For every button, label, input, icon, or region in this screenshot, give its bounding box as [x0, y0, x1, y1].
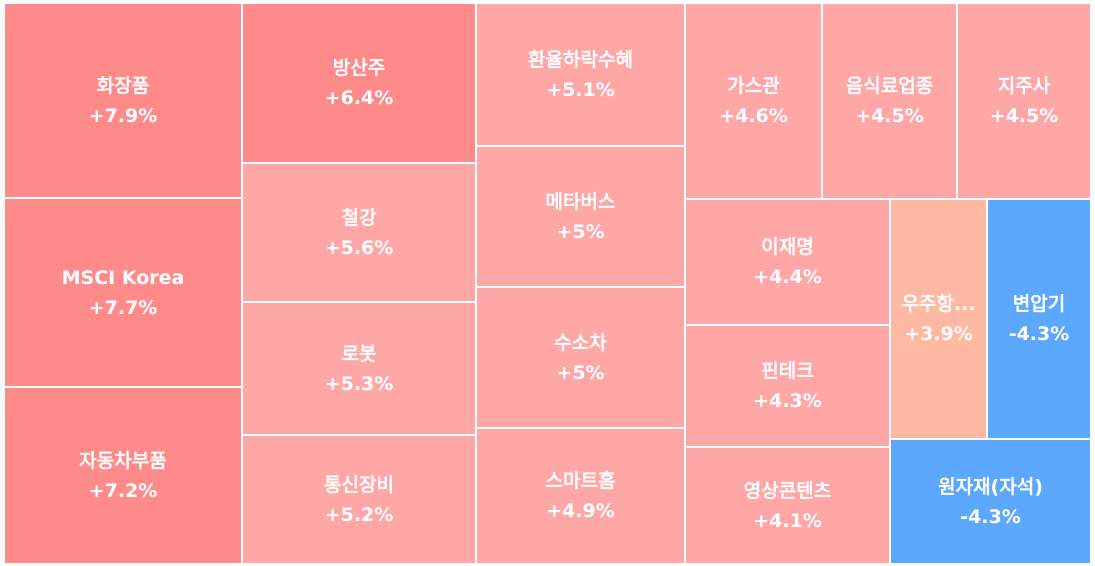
tile-label: 화장품 — [96, 74, 150, 97]
tile-label: 통신장비 — [324, 473, 394, 496]
treemap-tile[interactable]: 이재명 +4.4% — [685, 199, 890, 325]
tile-label: 수소차 — [554, 331, 607, 354]
treemap-tile[interactable]: 지주사 +4.5% — [957, 3, 1091, 199]
tile-value: +5% — [556, 361, 605, 384]
tile-value: +4.1% — [753, 509, 822, 532]
tile-label: 철강 — [341, 206, 377, 229]
treemap-tile[interactable]: 메타버스 +5% — [476, 146, 685, 287]
tile-label: 자동차부품 — [79, 449, 167, 472]
tile-value: +4.4% — [753, 266, 822, 288]
tile-value: +4.5% — [989, 105, 1059, 127]
tile-label: 가스관 — [727, 75, 780, 97]
treemap-tile[interactable]: 철강 +5.6% — [242, 163, 476, 302]
tile-label: 환율하락수혜 — [528, 48, 633, 71]
tile-value: +3.9% — [904, 323, 973, 345]
tile-label: 음식료업종 — [845, 75, 934, 97]
tile-label: 우주항... — [901, 293, 976, 315]
tile-value: +4.6% — [719, 105, 788, 127]
tile-label: 메타버스 — [545, 190, 616, 213]
tile-value: +4.3% — [753, 390, 822, 412]
treemap-tile[interactable]: 핀테크 +4.3% — [685, 325, 890, 447]
tile-label: 로봇 — [341, 342, 377, 365]
tile-value: +5.3% — [324, 372, 394, 395]
treemap-tile[interactable]: 수소차 +5% — [476, 287, 685, 428]
tile-label: 핀테크 — [761, 360, 814, 382]
tile-value: +7.7% — [88, 296, 158, 319]
tile-value: -4.3% — [1008, 323, 1070, 345]
tile-label: 영상콘텐츠 — [743, 479, 832, 502]
tile-value: +7.9% — [88, 104, 158, 127]
tile-label: 지주사 — [997, 75, 1051, 97]
tile-label: 변압기 — [1012, 293, 1066, 315]
tile-value: +5.1% — [546, 78, 615, 101]
tile-value: +5.2% — [324, 503, 394, 526]
treemap-tile[interactable]: 자동차부품 +7.2% — [4, 387, 242, 564]
tile-value: +4.9% — [546, 500, 615, 522]
treemap-tile[interactable]: 스마트홈 +4.9% — [476, 428, 685, 564]
treemap-tile[interactable]: 영상콘텐츠 +4.1% — [685, 447, 890, 564]
tile-value: +4.5% — [855, 105, 924, 127]
treemap-tile[interactable]: 우주항... +3.9% — [890, 199, 987, 439]
treemap-tile[interactable]: 로봇 +5.3% — [242, 302, 476, 435]
treemap-tile[interactable]: 통신장비 +5.2% — [242, 435, 476, 564]
tile-value: +7.2% — [88, 479, 158, 502]
treemap-tile[interactable]: 방산주 +6.4% — [242, 3, 476, 163]
tile-label: 방산주 — [332, 57, 386, 79]
treemap-tile[interactable]: MSCI Korea +7.7% — [4, 198, 242, 387]
tile-value: +5% — [556, 220, 605, 243]
tile-label: 스마트홈 — [545, 470, 616, 492]
treemap-tile[interactable]: 환율하락수혜 +5.1% — [476, 3, 685, 146]
treemap-tile[interactable]: 원자재(자석) -4.3% — [890, 439, 1091, 564]
treemap-tile[interactable]: 가스관 +4.6% — [685, 3, 822, 199]
tile-value: +5.6% — [324, 236, 394, 259]
tile-value: +6.4% — [324, 87, 394, 109]
treemap-tile[interactable]: 화장품 +7.9% — [4, 3, 242, 198]
tile-label: 원자재(자석) — [938, 475, 1043, 498]
treemap-tile[interactable]: 음식료업종 +4.5% — [822, 3, 957, 199]
tile-value: -4.3% — [960, 505, 1021, 528]
treemap-tile[interactable]: 변압기 -4.3% — [987, 199, 1091, 439]
tile-label: 이재명 — [761, 236, 814, 258]
tile-label: MSCI Korea — [61, 266, 185, 289]
